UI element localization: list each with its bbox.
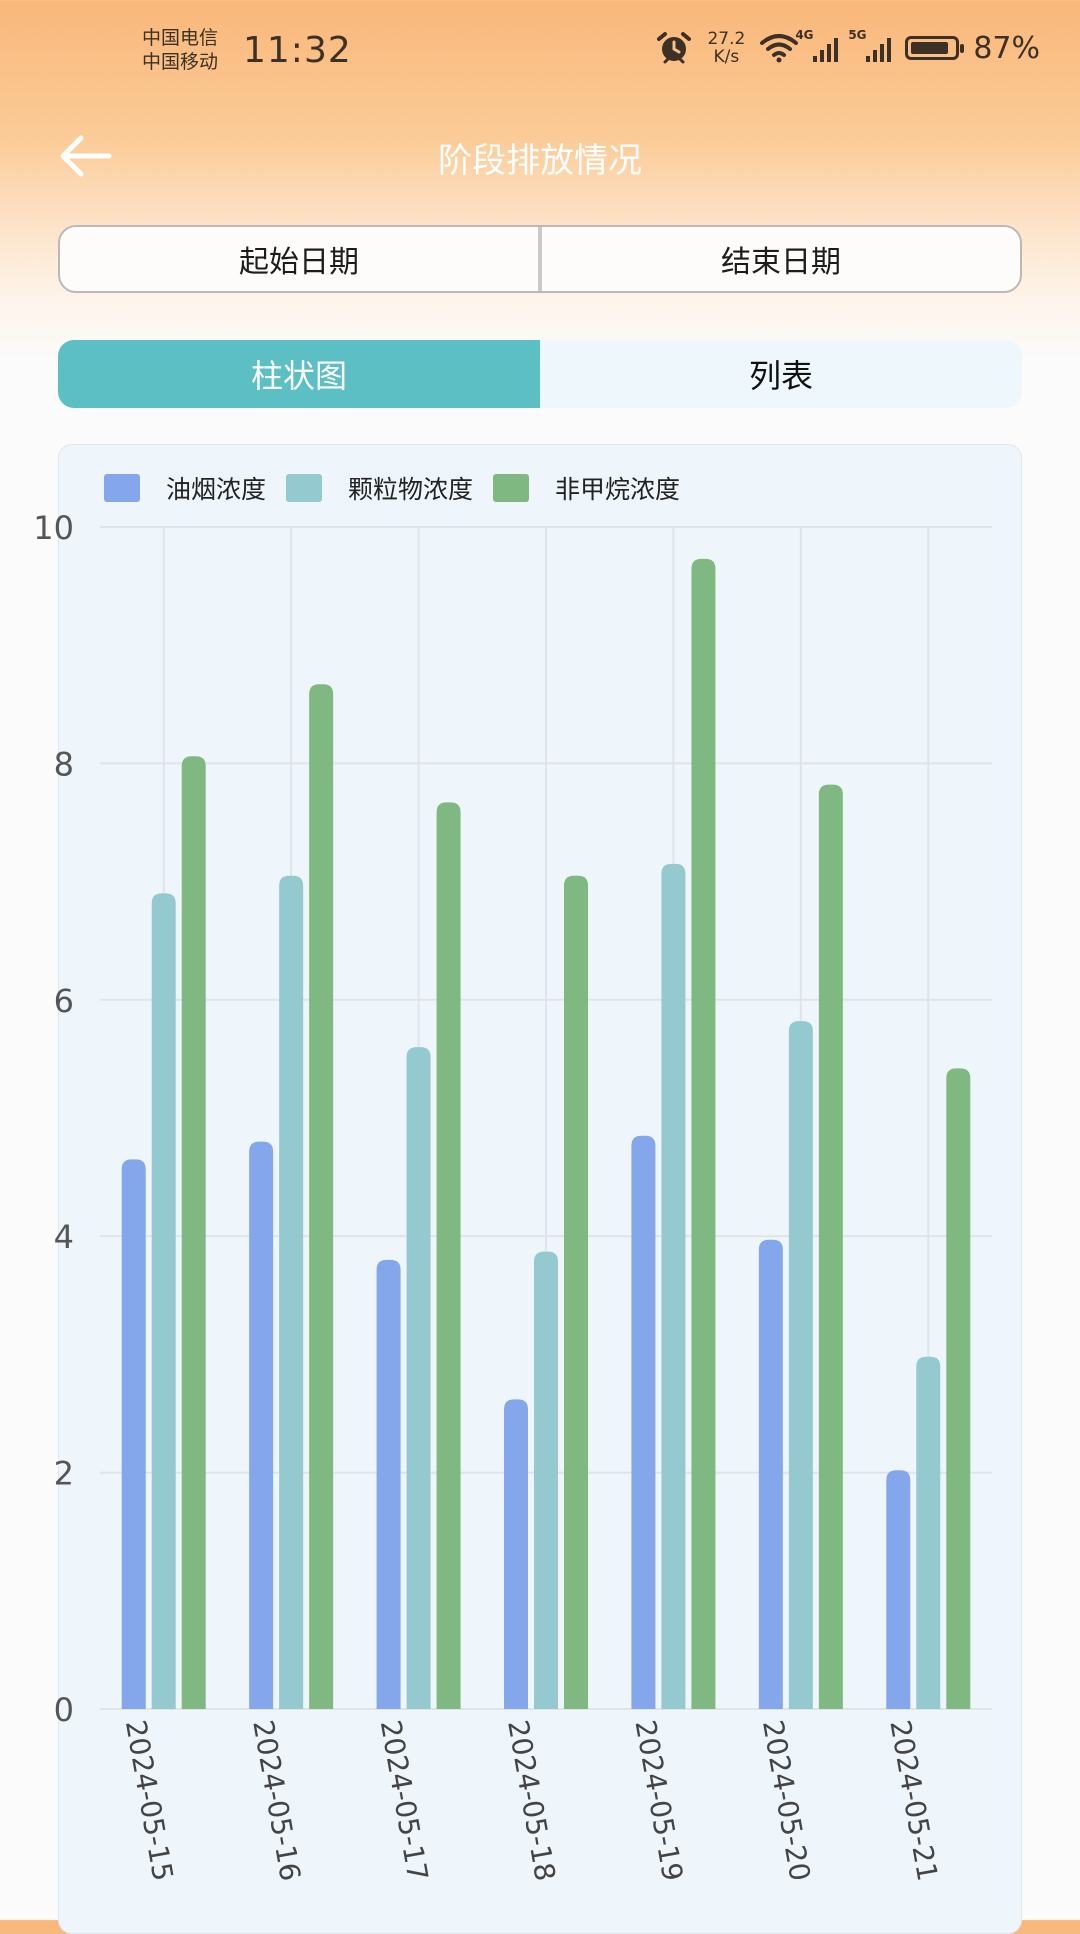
status-bar: 中国电信 中国移动 11:32 27.2 K/s 4G 5G: [0, 0, 1080, 105]
chart-card: 油烟浓度 颗粒物浓度 非甲烷浓度: [58, 444, 1022, 1934]
carrier-1: 中国电信: [142, 27, 219, 49]
arrow-left-icon[interactable]: [55, 133, 115, 179]
app-bar: 阶段排放情况: [0, 105, 1080, 205]
carrier-info: 中国电信 中国移动: [142, 26, 218, 74]
page-title: 阶段排放情况: [438, 141, 642, 181]
status-time: 11:32: [243, 30, 352, 71]
signal-5g-icon: 5G: [848, 28, 892, 62]
legend-label-1: 油烟浓度: [166, 475, 267, 504]
date-divider: [538, 227, 542, 291]
speed-value: 27.2: [707, 29, 746, 49]
signal-4g-icon: 4G: [795, 28, 839, 62]
view-tabs: 柱状图 列表: [58, 340, 1022, 408]
carrier-2: 中国移动: [142, 51, 219, 73]
signal-4g-label: 4G: [795, 28, 814, 42]
alarm-icon: [657, 32, 692, 64]
battery-fill: [911, 42, 948, 54]
chart-legend: 油烟浓度 颗粒物浓度 非甲烷浓度: [104, 470, 700, 506]
legend-swatch-1: [104, 474, 140, 502]
start-date-button[interactable]: 起始日期: [239, 245, 359, 280]
date-range-picker: 起始日期 结束日期: [58, 225, 1022, 293]
battery-percent: 87%: [973, 30, 1040, 66]
end-date-button[interactable]: 结束日期: [721, 245, 841, 280]
legend-label-3: 非甲烷浓度: [555, 475, 681, 504]
signal-5g-label: 5G: [848, 28, 867, 42]
legend-swatch-3: [493, 474, 530, 502]
network-speed: 27.2 K/s: [707, 30, 745, 66]
tab-list[interactable]: 列表: [540, 340, 1022, 408]
tab-bar-chart[interactable]: 柱状图: [58, 340, 540, 408]
wifi-icon: [760, 34, 799, 63]
status-icons: 27.2 K/s 4G 5G 87%: [655, 28, 1040, 66]
legend-label-2: 颗粒物浓度: [348, 475, 474, 504]
speed-unit: K/s: [713, 47, 740, 67]
legend-swatch-2: [286, 474, 323, 502]
battery-icon: [905, 36, 965, 60]
